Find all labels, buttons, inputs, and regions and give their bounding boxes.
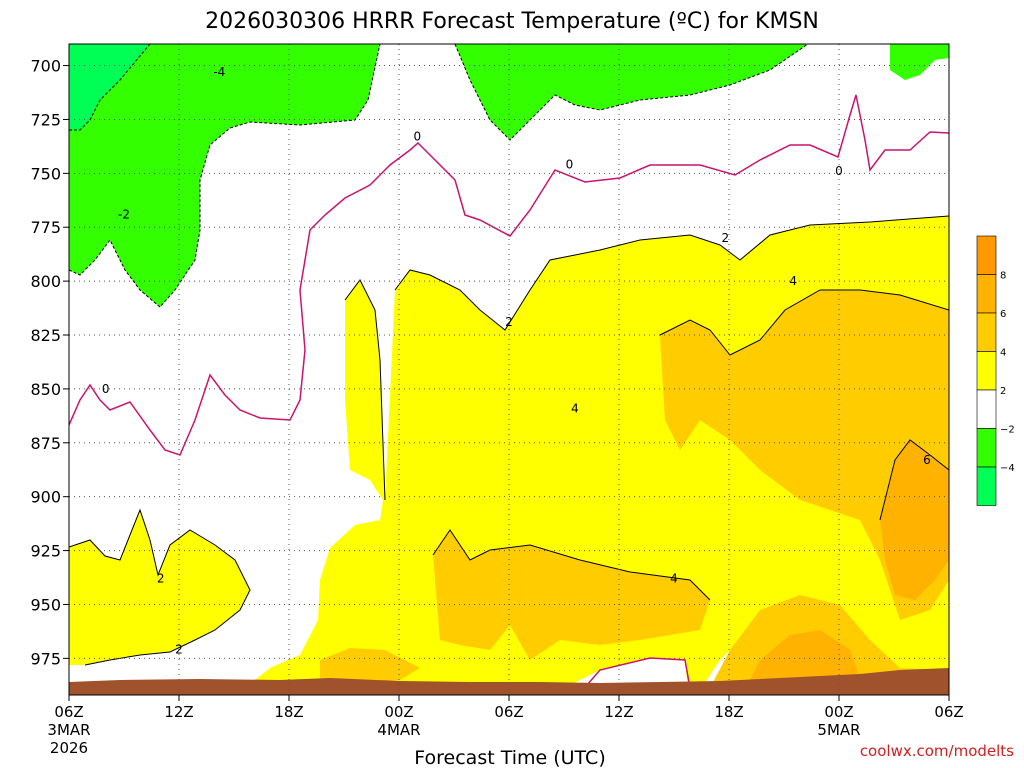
- y-tick-label: 700: [30, 57, 61, 76]
- chart-title: 2026030306 HRRR Forecast Temperature (ºC…: [205, 9, 819, 34]
- x-tick-sublabel: 4MAR: [377, 721, 420, 739]
- terrain: [69, 668, 949, 695]
- region-6-to-8: [880, 440, 949, 600]
- x-tick-label: 00Z: [824, 703, 853, 721]
- y-tick-label: 950: [30, 595, 61, 614]
- x-tick-label: 06Z: [494, 703, 523, 721]
- contour-label: 0: [102, 382, 110, 396]
- contour-label: -4: [213, 65, 225, 79]
- contour-label: 6: [923, 453, 931, 467]
- region-6-to-8-bottom: [745, 630, 860, 690]
- grid-lines: [69, 44, 949, 695]
- region-below-minus2-right: [890, 44, 949, 80]
- contour-lines-dashed: [69, 44, 809, 308]
- x-tick-sublabel: 5MAR: [817, 721, 860, 739]
- y-tick-label: 925: [30, 542, 61, 561]
- contour-lines: [69, 215, 949, 666]
- contour-label: 2: [157, 572, 165, 586]
- y-tick-label: 775: [30, 218, 61, 237]
- x-tick-label: 06Z: [54, 703, 83, 721]
- region-below-minus2-top: [380, 44, 808, 140]
- colorbar-segment: [976, 428, 997, 468]
- colorbar-label: 6: [1000, 309, 1006, 320]
- x-tick-label: 18Z: [714, 703, 743, 721]
- y-tick-label: 825: [30, 326, 61, 345]
- x-tick-sublabel: 2026: [50, 739, 88, 757]
- x-tick-label: 12Z: [164, 703, 193, 721]
- plot-area: [69, 44, 949, 695]
- x-tick-sublabel: 3MAR: [47, 721, 90, 739]
- region-2-to-4-left: [69, 510, 250, 665]
- region-below-minus2: [69, 44, 380, 307]
- contour-label: 4: [789, 274, 797, 288]
- y-tick-label: 850: [30, 380, 61, 399]
- contour-label: 2: [505, 315, 513, 329]
- y-tick-label: 975: [30, 649, 61, 668]
- colorbar-segment: [976, 274, 997, 314]
- colorbar-segment: [976, 312, 997, 352]
- colorbar-label: 4: [1000, 348, 1006, 359]
- contour-label: 2: [722, 231, 730, 245]
- y-tick-label: 725: [30, 110, 61, 129]
- x-tick-label: 12Z: [604, 703, 633, 721]
- contour-labels: -4 -2 0 0 0 0 2 2 2 2 4 4 4 6: [102, 65, 931, 657]
- colorbar: 8 6 4 2 −2 −4: [976, 235, 1015, 506]
- colorbar-segment: [976, 389, 997, 429]
- y-tick-label: 800: [30, 272, 61, 291]
- colorbar-label: 2: [1000, 386, 1006, 397]
- y-tick-label: 900: [30, 488, 61, 507]
- credit-text: coolwx.com/modelts: [860, 742, 1014, 760]
- colorbar-segment: [976, 351, 997, 391]
- colorbar-segment: [976, 235, 997, 275]
- x-tick-label: 00Z: [384, 703, 413, 721]
- contour-label: 0: [566, 158, 574, 172]
- x-axis-label: Forecast Time (UTC): [414, 747, 605, 768]
- freezing-isotherm: [69, 94, 949, 694]
- contour-label: 4: [571, 401, 579, 415]
- region-4-to-6-right: [660, 290, 949, 620]
- contour-label: 2: [175, 643, 183, 657]
- region-pocket-white: [560, 658, 688, 690]
- colorbar-label: 8: [1000, 271, 1006, 282]
- contour-label: -2: [118, 207, 130, 221]
- y-axis: 700 725 750 775 800 825 850 875 900 925 950 975: [30, 57, 69, 668]
- contour-label: 0: [835, 164, 843, 178]
- region-4-to-6-low: [320, 648, 420, 684]
- x-tick-label: 06Z: [934, 703, 963, 721]
- region-4-to-6-mid: [433, 530, 710, 660]
- contour-label: 4: [670, 572, 678, 586]
- colorbar-label: −4: [1000, 463, 1015, 474]
- contour-label: 0: [414, 130, 422, 144]
- x-tick-label: 18Z: [274, 703, 303, 721]
- colorbar-label: −2: [1000, 425, 1015, 436]
- y-tick-label: 875: [30, 434, 61, 453]
- y-tick-label: 750: [30, 164, 61, 183]
- colorbar-segment: [976, 466, 997, 506]
